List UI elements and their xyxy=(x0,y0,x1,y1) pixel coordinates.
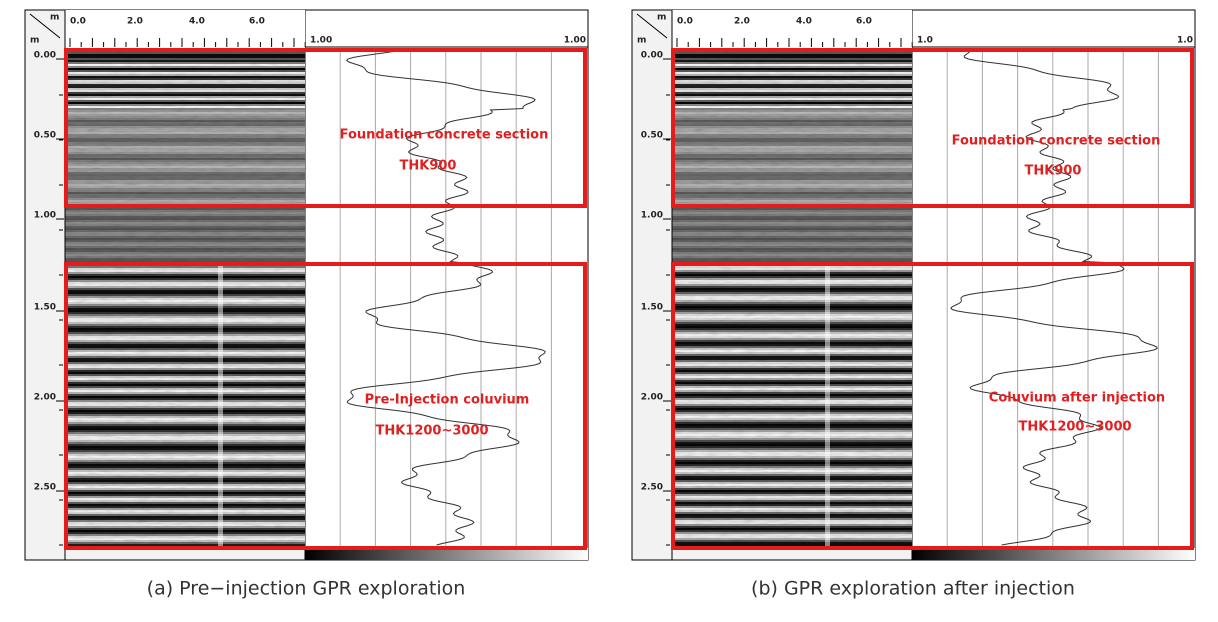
depth-unit: m xyxy=(637,36,646,46)
radar-column xyxy=(825,263,830,548)
radar-texture xyxy=(672,48,912,548)
depth-tick-label: 1.00 xyxy=(34,211,56,221)
x-tick-label: 2.0 xyxy=(127,17,143,27)
x-tick-label: 4.0 xyxy=(189,17,205,27)
depth-tick-label: 0.50 xyxy=(641,131,663,141)
annotation-title: Pre-Injection coluvium xyxy=(365,393,530,408)
gpr-panel: 0.0 2.0 4.0 6.0 m m 0.00 0.50 1.00 1.50 2.00 2.50 1.… xyxy=(631,9,1196,561)
gray-bar xyxy=(912,548,1195,560)
depth-tick-label: 0.00 xyxy=(34,51,56,61)
radargram xyxy=(672,48,912,548)
depth-tick-label: 2.00 xyxy=(641,393,663,403)
annotation-thickness: THK900 xyxy=(1025,164,1082,179)
radar-texture xyxy=(65,48,305,548)
ruler xyxy=(65,10,305,48)
depth-tick-label: 1.50 xyxy=(641,303,663,313)
depth-tick-label: 2.50 xyxy=(34,483,56,493)
annotation-title: Foundation concrete section xyxy=(340,128,549,143)
corner-diag xyxy=(29,13,61,39)
trace-area xyxy=(304,9,589,561)
region-box xyxy=(671,48,1194,208)
gpr-panel: 0.0 2.0 4.0 6.0 m m 0.00 0.50 1.00 1.50 2.00 2.50 1.… xyxy=(24,9,589,561)
radar-column xyxy=(218,263,223,548)
radargram xyxy=(65,48,305,548)
trace-right-label: 1.00 xyxy=(564,36,586,46)
depth-tick-label: 0.50 xyxy=(34,131,56,141)
trace-area xyxy=(911,9,1196,561)
trace-left-label: 1.00 xyxy=(310,36,332,46)
x-tick-label: 0.0 xyxy=(677,17,693,27)
region-box xyxy=(671,262,1194,550)
region-box xyxy=(64,262,587,550)
ruler xyxy=(672,10,912,48)
x-unit: m xyxy=(50,13,59,23)
x-tick-label: 0.0 xyxy=(70,17,86,27)
trace-left-label: 1.0 xyxy=(917,36,933,46)
annotation-title: Coluvium after injection xyxy=(989,391,1165,406)
x-unit: m xyxy=(657,13,666,23)
gray-bar xyxy=(305,548,588,560)
trace-right-label: 1.0 xyxy=(1177,36,1193,46)
annotation-thickness: THK900 xyxy=(400,159,457,174)
annotation-thickness: THK1200~3000 xyxy=(375,424,488,439)
caption: (b) GPR exploration after injection xyxy=(751,578,1075,600)
trace xyxy=(950,50,1158,546)
x-tick-label: 6.0 xyxy=(249,17,265,27)
depth-tick-label: 2.00 xyxy=(34,393,56,403)
region-box xyxy=(64,48,587,208)
depth-tick-label: 2.50 xyxy=(641,483,663,493)
x-tick-label: 4.0 xyxy=(796,17,812,27)
depth-tick-label: 1.00 xyxy=(641,211,663,221)
depth-tick-label: 1.50 xyxy=(34,303,56,313)
depth-unit: m xyxy=(30,36,39,46)
annotation-title: Foundation concrete section xyxy=(952,134,1161,149)
trace xyxy=(345,49,546,546)
caption: (a) Pre−injection GPR exploration xyxy=(147,578,466,600)
annotation-thickness: THK1200~3000 xyxy=(1018,420,1131,435)
x-tick-label: 2.0 xyxy=(734,17,750,27)
x-tick-label: 6.0 xyxy=(856,17,872,27)
depth-tick-label: 0.00 xyxy=(641,51,663,61)
corner-diag xyxy=(636,13,668,39)
